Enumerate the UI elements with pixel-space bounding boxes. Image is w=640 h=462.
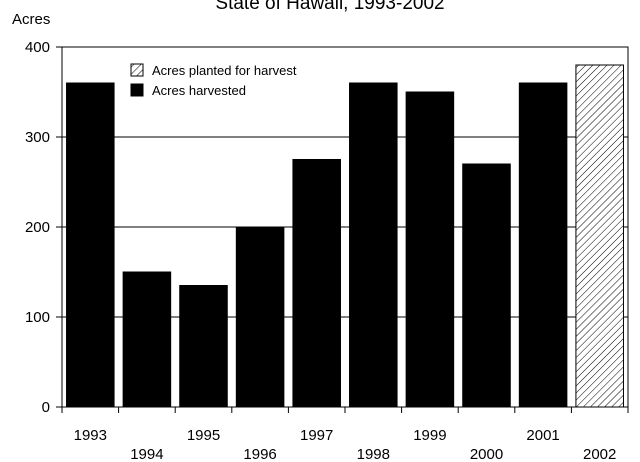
bar-2000-harvested [462,163,511,408]
bar-2002-planted [575,64,624,408]
x-tick-label: 1993 [74,427,107,444]
x-tick-label: 2002 [583,446,616,462]
y-axis-label: Acres [12,11,50,28]
bar-1996-harvested [235,226,285,408]
legend-label-planted: Acres planted for harvest [152,63,297,78]
bar-1994-harvested [122,271,172,408]
x-tick-label: 1999 [413,427,446,444]
legend: Acres planted for harvest Acres harveste… [130,63,297,98]
bar-1995-harvested [179,285,228,408]
bar-1993-harvested [66,82,115,408]
bar-2001-harvested [518,82,568,408]
x-tick-label: 2001 [526,427,559,444]
legend-swatch-planted [130,63,144,77]
x-tick-label: 2000 [470,446,503,462]
y-tick-label: 300 [25,129,50,146]
chart-title: State of Hawaii, 1993-2002 [215,0,444,14]
y-tick-label: 100 [25,309,50,326]
y-axis: 0 100 200 300 400 [25,39,62,416]
bar-1997-harvested [292,159,341,408]
bars [66,64,624,408]
y-tick-label: 400 [25,39,50,56]
x-tick-label: 1994 [130,446,163,462]
bar-1998-harvested [349,82,398,408]
legend-label-harvested: Acres harvested [152,83,246,98]
y-tick-label: 0 [42,399,50,416]
y-tick-label: 200 [25,219,50,236]
bar-1999-harvested [405,91,455,408]
x-tick-label: 1995 [187,427,220,444]
legend-swatch-harvested [130,83,144,97]
x-axis: 1993 1994 1995 1996 1997 1998 1999 2000 2001 2002 [61,407,629,462]
x-tick-label: 1998 [357,446,390,462]
x-tick-label: 1996 [243,446,276,462]
x-tick-label: 1997 [300,427,333,444]
